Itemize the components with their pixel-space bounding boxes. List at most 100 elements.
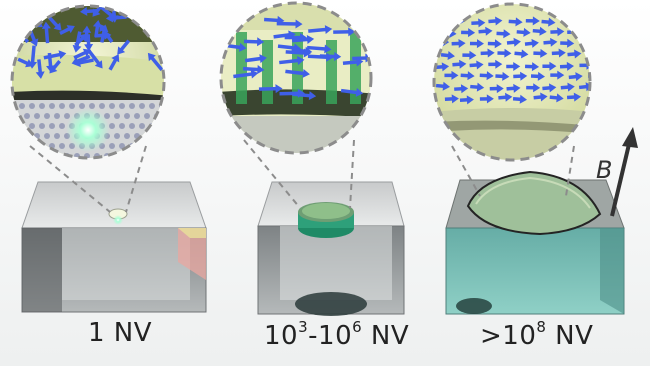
bulk-panel <box>432 2 638 315</box>
lattice-atom <box>134 113 140 119</box>
nv-pillar <box>262 40 273 104</box>
lattice-atom <box>59 143 65 149</box>
spin-arrow <box>479 71 494 81</box>
zoom-line-left <box>243 139 301 209</box>
spin-arrow <box>560 38 575 48</box>
spin-arrow <box>292 91 317 101</box>
magnifier-outline <box>10 4 166 160</box>
spin-arrow <box>497 48 512 58</box>
spin-arrow <box>108 54 120 71</box>
lattice-atom <box>139 123 145 129</box>
spin-arrow <box>460 71 475 81</box>
magnetic-field-arrow <box>610 127 638 217</box>
lattice-atom <box>79 103 85 109</box>
lattice-atom <box>124 133 130 139</box>
spin-arrow <box>512 94 528 104</box>
lattice-atom <box>49 103 55 109</box>
spin-arrow <box>452 59 467 69</box>
zoom-line-right <box>565 145 575 197</box>
spin-arrow <box>340 87 364 97</box>
spin-arrow <box>276 19 303 29</box>
spin-arrow <box>470 82 485 92</box>
spin-arrow <box>100 6 117 20</box>
lattice-atom <box>69 103 75 109</box>
spin-arrow <box>487 39 502 49</box>
spin-arrow <box>84 34 94 52</box>
spin-arrow <box>49 59 61 74</box>
lattice-atom <box>89 103 95 109</box>
spin-arrow <box>488 59 503 69</box>
spin-arrow <box>87 49 103 69</box>
spin-arrow <box>560 82 575 92</box>
spin-arrow <box>568 72 583 82</box>
diamond-block-single <box>21 181 207 313</box>
spin-arrow <box>444 94 459 104</box>
spin-arrow <box>308 25 333 35</box>
diamond-block-ensemble <box>257 181 405 316</box>
lattice-atom <box>144 113 150 119</box>
spin-arrow <box>233 69 259 79</box>
spin-arrow <box>469 60 484 70</box>
spin-arrow <box>478 26 493 36</box>
lattice-atom <box>54 113 60 119</box>
spin-arrow <box>559 61 574 71</box>
spin-arrow <box>508 17 523 27</box>
spin-arrow <box>496 29 511 39</box>
spin-arrow <box>435 81 451 91</box>
spin-arrow <box>273 30 296 40</box>
label-single-nv: 1 NV <box>88 318 153 348</box>
lattice-atom <box>124 113 130 119</box>
spin-arrow <box>454 84 469 94</box>
lattice-atom <box>149 103 155 109</box>
spin-arrow <box>243 37 265 47</box>
lattice-atom <box>24 113 30 119</box>
spin-arrow <box>264 15 285 25</box>
label-nv-ensemble: 103-106 NV <box>264 318 410 351</box>
lattice-atom <box>54 133 60 139</box>
spin-arrow <box>567 49 582 59</box>
nv-pillars <box>236 32 361 104</box>
spin-arrow <box>342 57 364 67</box>
lattice-atom <box>59 123 65 129</box>
lattice-atom <box>109 103 115 109</box>
spin-arrow <box>516 27 531 37</box>
lattice-atom <box>39 103 45 109</box>
spin-arrow <box>258 84 283 94</box>
magnifier-bulk <box>434 4 590 160</box>
label-bulk-nv: >108 NV <box>480 318 594 351</box>
spin-arrow <box>549 93 564 103</box>
spin-arrow <box>147 52 164 71</box>
magnifier-outline <box>219 1 373 155</box>
spin-arrow <box>543 37 558 47</box>
nv-pillar <box>236 32 247 104</box>
spin-arrow <box>444 70 459 80</box>
lattice-atom <box>59 103 65 109</box>
nv-pillar <box>292 32 303 104</box>
spin-arrow <box>306 44 332 54</box>
spin-arrow <box>73 48 92 60</box>
spin-arrow <box>506 83 521 93</box>
spin-arrow <box>59 25 75 35</box>
spin-arrow <box>459 95 474 105</box>
spin-arrow <box>279 56 305 66</box>
spin-arrow <box>285 48 311 58</box>
spin-arrow <box>43 50 67 60</box>
lattice-atom <box>119 103 125 109</box>
spin-arrow <box>533 92 548 102</box>
spin-arrow <box>82 25 92 42</box>
lattice-atom <box>109 143 115 149</box>
spin-arrow <box>524 38 539 48</box>
lattice-atom <box>114 113 120 119</box>
spin-arrow <box>532 26 547 36</box>
spin-arrow <box>513 71 528 81</box>
spin-arrow <box>551 48 566 58</box>
spin-arrow <box>479 94 494 104</box>
spin-arrow <box>514 49 529 59</box>
spin-arrow <box>489 84 504 94</box>
spin-arrow <box>541 17 556 27</box>
spin-arrow <box>285 68 310 78</box>
lattice-atom <box>114 133 120 139</box>
lattice-atom <box>44 133 50 139</box>
spin-arrow <box>471 18 486 28</box>
lattice-atom <box>64 113 70 119</box>
